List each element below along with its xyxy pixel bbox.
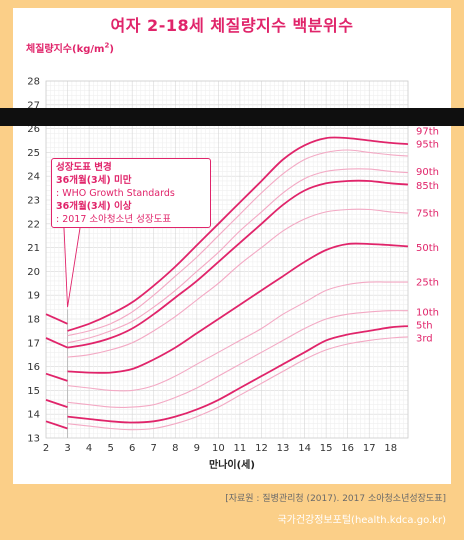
portal-credit: 국가건강정보포털(health.kdca.go.kr)	[277, 515, 446, 526]
note-line-3: : WHO Growth Standards	[56, 188, 175, 199]
y-axis-label: 체질량지수(kg/m2)	[26, 41, 114, 55]
y-tick-label: 16	[27, 362, 40, 373]
series-line-3rd	[67, 336, 409, 431]
x-tick-label: 2	[43, 443, 49, 454]
source-citation: [자료원 : 질병관리청 (2017). 2017 소아청소년성장도표]	[225, 494, 446, 504]
x-tick-label: 14	[298, 443, 311, 454]
x-tick-label: 5	[107, 443, 113, 454]
who-segment-50th	[45, 372, 68, 382]
who-segment-15th	[45, 399, 68, 408]
note-line-4: 36개월(3세) 이상	[56, 201, 132, 212]
y-tick-label: 25	[27, 148, 40, 159]
percentile-label-75th: 75th	[416, 209, 439, 220]
series-line-5th	[67, 325, 409, 424]
x-tick-label: 12	[255, 443, 268, 454]
percentile-lines	[45, 136, 409, 431]
note-line-2: 36개월(3세) 미만	[56, 175, 132, 186]
percentile-label-5th: 5th	[416, 320, 433, 331]
y-tick-label: 22	[27, 219, 40, 230]
percentile-label-3rd: 3rd	[416, 334, 433, 345]
x-tick-label: 16	[341, 443, 354, 454]
x-tick-label: 18	[384, 443, 397, 454]
x-tick-label: 15	[320, 443, 333, 454]
x-tick-label: 17	[363, 443, 376, 454]
x-tick-label: 13	[277, 443, 290, 454]
note-line-5: : 2017 소아청소년 성장도표	[56, 214, 172, 225]
series-line-25th	[67, 281, 408, 392]
y-tick-label: 28	[27, 77, 40, 88]
percentile-label-10th: 10th	[416, 307, 439, 318]
series-line-85th	[67, 179, 409, 349]
percentile-label-50th: 50th	[416, 243, 439, 254]
series-line-97th	[67, 136, 409, 332]
redaction-bar	[0, 108, 464, 126]
x-tick-label: 8	[172, 443, 178, 454]
y-tick-label: 24	[27, 172, 40, 183]
who-segment-97th	[45, 313, 68, 325]
x-tick-label: 6	[129, 443, 135, 454]
y-tick-label: 14	[27, 410, 40, 421]
y-tick-label: 23	[27, 196, 40, 207]
percentile-label-95th: 95th	[416, 140, 439, 151]
y-tick-label: 18	[27, 315, 40, 326]
chart-title: 여자 2-18세 체질량지수 백분위수	[110, 16, 354, 35]
y-tick-label: 20	[27, 267, 40, 278]
note-line-1: 성장도표 변경	[56, 162, 112, 173]
x-axis-label: 만나이(세)	[209, 458, 255, 471]
grid	[45, 80, 409, 439]
y-tick-label: 19	[27, 291, 40, 302]
percentile-label-25th: 25th	[416, 278, 439, 289]
x-tick-label: 4	[86, 443, 92, 454]
note-pointer	[63, 227, 81, 308]
y-tick-label: 17	[27, 338, 40, 349]
percentile-label-97th: 97th	[416, 126, 439, 137]
percentile-labels: 97th 95th 90th 85th 75th 50th 25th 10th 5th 3rd	[63, 126, 439, 345]
who-segment-3rd	[45, 420, 68, 430]
series-line-50th	[67, 242, 409, 374]
chart-change-note: 성장도표 변경 36개월(3세) 미만 : WHO Growth Standar…	[51, 158, 211, 228]
who-segment-85th	[45, 337, 68, 349]
y-tick-label: 26	[27, 124, 40, 135]
plot-border	[45, 80, 409, 439]
x-tick-label: 9	[194, 443, 200, 454]
x-tick-label: 7	[151, 443, 157, 454]
y-tick-label: 13	[27, 434, 40, 445]
x-tick-label: 10	[212, 443, 225, 454]
y-tick-label: 27	[27, 100, 40, 111]
series-line-95th	[67, 149, 409, 337]
percentile-label-85th: 85th	[416, 181, 439, 192]
series-line-90th	[67, 168, 409, 344]
x-tick-label: 11	[234, 443, 247, 454]
y-tick-label: 21	[27, 243, 40, 254]
percentile-label-90th: 90th	[416, 167, 439, 178]
y-tick-label: 15	[27, 386, 40, 397]
series-line-10th	[67, 310, 409, 408]
x-tick-label: 3	[64, 443, 70, 454]
series-line-75th	[67, 208, 409, 358]
